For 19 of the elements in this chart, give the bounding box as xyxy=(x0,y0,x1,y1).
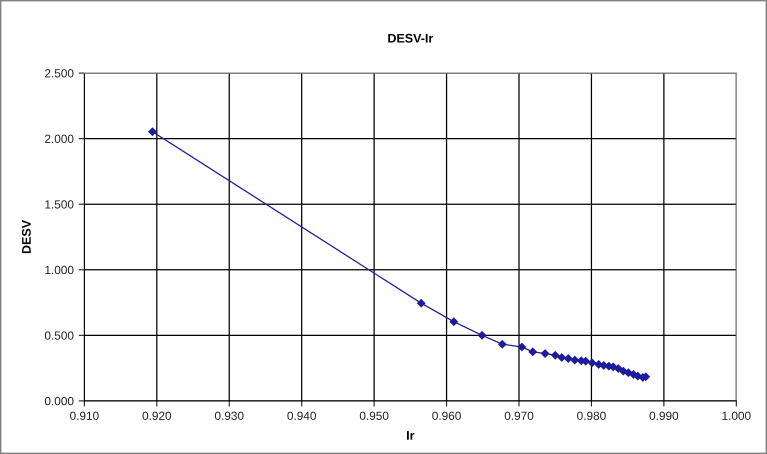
y-tick-label: 0.000 xyxy=(44,396,74,406)
x-tick-label: 0.980 xyxy=(577,412,606,420)
x-tick-label: 0.930 xyxy=(214,412,244,420)
x-tick-label: 0.970 xyxy=(504,412,534,420)
x-tick-label: 0.920 xyxy=(142,412,172,420)
x-tick-label: 0.940 xyxy=(287,412,316,420)
y-tick-label: 2.000 xyxy=(45,134,74,144)
y-tick-label: 1.000 xyxy=(45,266,74,274)
y-tick-label: 0.500 xyxy=(44,331,74,340)
chart-title: DESV-Ir xyxy=(388,34,434,43)
x-tick-label: 1.000 xyxy=(722,412,751,420)
x-tick-label: 0.950 xyxy=(360,412,388,420)
x-tick-label: 0.990 xyxy=(650,412,678,420)
y-axis-title: DESV xyxy=(22,220,31,254)
x-tick-label: 0.960 xyxy=(432,412,461,420)
x-tick-label: 0.910 xyxy=(70,412,99,420)
x-axis-title: Ir xyxy=(407,431,414,440)
y-tick-label: 1.500 xyxy=(45,200,74,209)
y-tick-label: 2.500 xyxy=(45,69,74,78)
